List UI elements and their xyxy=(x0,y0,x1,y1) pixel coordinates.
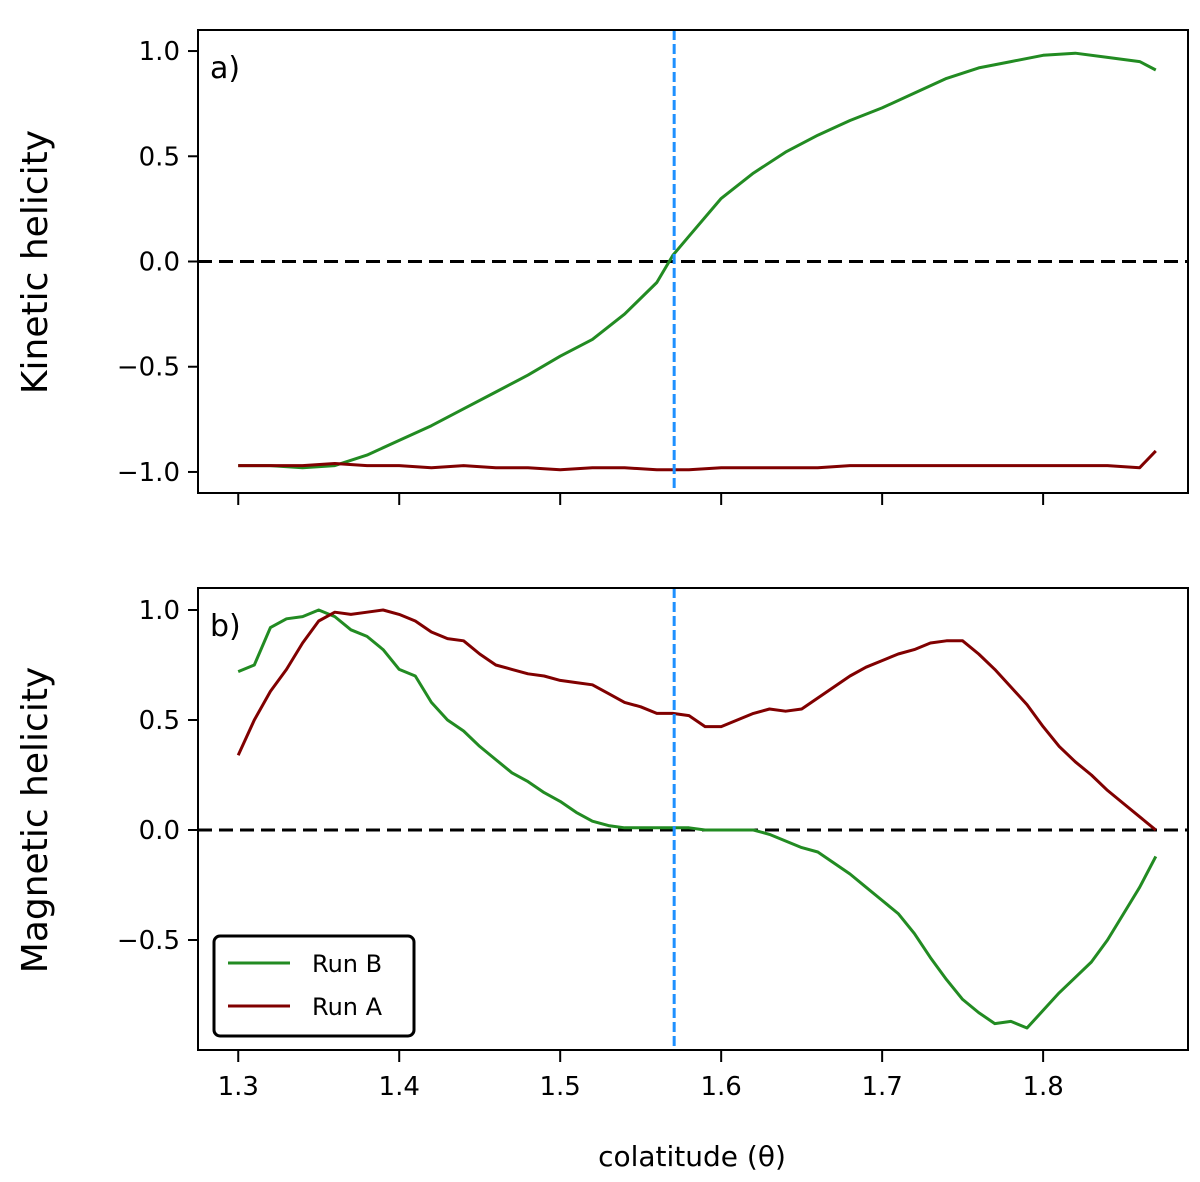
panel-label-a: a) xyxy=(210,51,240,86)
panel-label-b: b) xyxy=(210,609,241,644)
y-tick-label-a: 1.0 xyxy=(139,37,180,67)
legend: Run B Run A xyxy=(212,934,416,1038)
plot-frame-b xyxy=(197,587,1189,1051)
y-tick-label-b: 0.5 xyxy=(139,706,180,736)
y-axis-title-a: Kinetic helicity xyxy=(15,130,56,394)
series-line-run-b-a xyxy=(238,51,1157,470)
panel-kinetic-helicity: 1.0 0.5 0.0 −0.5 −1.0 a) Kinetic helicity xyxy=(15,29,1189,505)
y-tick-label-b: 1.0 xyxy=(139,596,180,626)
series-line-run-a-b xyxy=(236,608,1157,832)
y-tick-label-a: −0.5 xyxy=(117,353,180,383)
legend-box xyxy=(212,934,416,1038)
series-line-run-b-b xyxy=(237,608,1158,1030)
y-tick-label-a: 0.5 xyxy=(139,142,180,172)
x-tick-label: 1.3 xyxy=(218,1072,259,1102)
y-tick-label-b: 0.0 xyxy=(139,816,180,846)
x-tick-label: 1.8 xyxy=(1022,1072,1063,1102)
x-tick-label: 1.7 xyxy=(861,1072,902,1102)
series-line-run-a-a xyxy=(238,449,1157,472)
y-tick-label-a: −1.0 xyxy=(117,458,180,488)
y-axis-title-b: Magnetic helicity xyxy=(15,667,56,973)
x-tick-label: 1.6 xyxy=(700,1072,741,1102)
x-axis-title: colatitude (θ) xyxy=(598,1140,786,1173)
x-tick-label: 1.5 xyxy=(540,1072,581,1102)
x-tick-label: 1.4 xyxy=(379,1072,420,1102)
y-tick-label-a: 0.0 xyxy=(139,248,180,278)
y-tick-label-b: −0.5 xyxy=(117,926,180,956)
panel-magnetic-helicity: 1.0 0.5 0.0 −0.5 1.3 1.4 1.5 1.6 1.7 1.8 b) Magn… xyxy=(15,587,1189,1102)
legend-label-run-a: Run A xyxy=(312,993,383,1021)
legend-label-run-b: Run B xyxy=(312,950,382,978)
